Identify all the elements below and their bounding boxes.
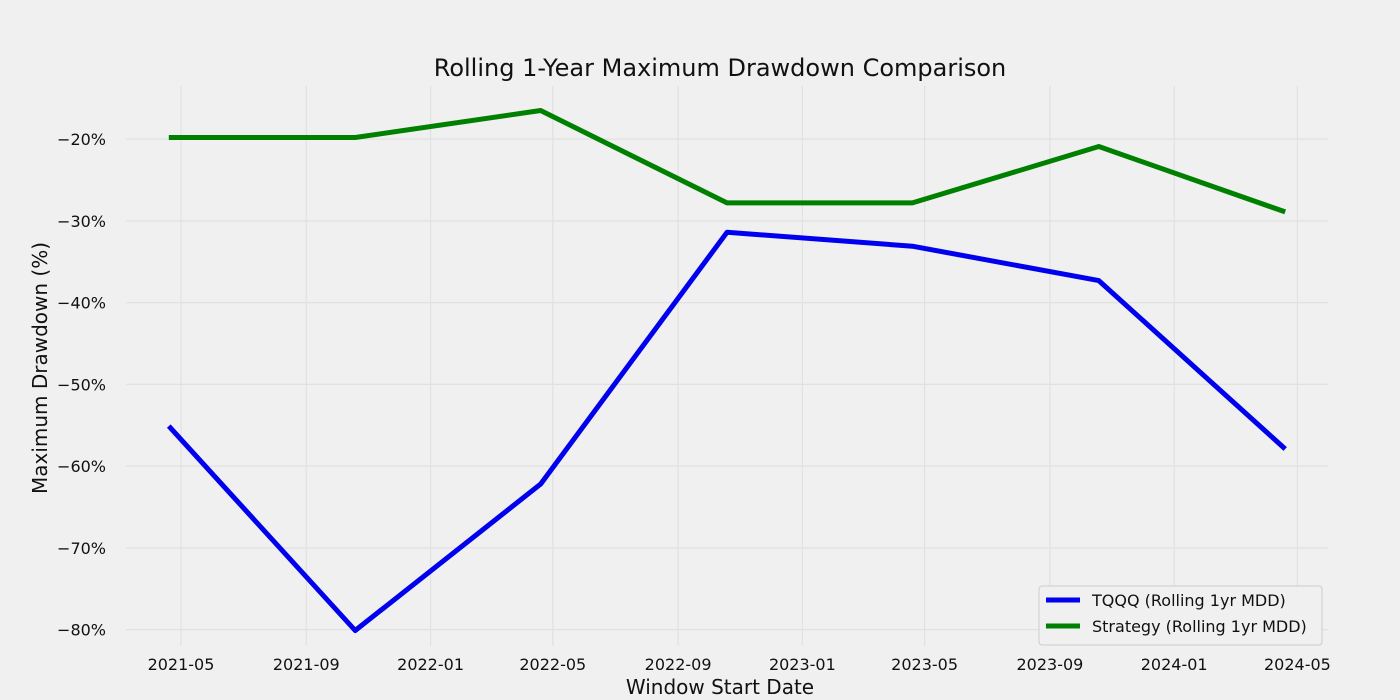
chart-title: Rolling 1-Year Maximum Drawdown Comparis… bbox=[434, 54, 1007, 82]
x-tick-label: 2022-01 bbox=[397, 655, 464, 674]
legend-box bbox=[1038, 585, 1323, 646]
x-tick-label: 2024-05 bbox=[1264, 655, 1331, 674]
y-tick-labels: −20% −30% −40% −50% −60% −70% −80% bbox=[57, 130, 106, 640]
y-tick-label: −20% bbox=[57, 130, 106, 149]
legend: TQQQ (Rolling 1yr MDD) Strategy (Rolling… bbox=[1038, 585, 1323, 646]
series-line-1 bbox=[168, 108, 1287, 215]
legend-label-tqqq: TQQQ (Rolling 1yr MDD) bbox=[1091, 591, 1286, 610]
y-tick-label: −50% bbox=[57, 375, 106, 394]
x-tick-label: 2023-05 bbox=[891, 655, 958, 674]
x-tick-label: 2024-01 bbox=[1141, 655, 1208, 674]
x-tick-label: 2023-09 bbox=[1016, 655, 1083, 674]
grid-lines bbox=[126, 86, 1328, 646]
y-tick-label: −70% bbox=[57, 539, 106, 558]
x-axis-label: Window Start Date bbox=[626, 675, 814, 699]
x-tick-labels: 2021-05 2021-09 2022-01 2022-05 2022-09 2023-… bbox=[148, 655, 1331, 674]
x-tick-label: 2022-09 bbox=[645, 655, 712, 674]
y-tick-label: −60% bbox=[57, 457, 106, 476]
y-axis-label: Maximum Drawdown (%) bbox=[28, 242, 52, 494]
series-line-0 bbox=[166, 229, 1287, 633]
x-tick-label: 2021-05 bbox=[148, 655, 215, 674]
x-tick-label: 2022-05 bbox=[519, 655, 586, 674]
legend-label-strategy: Strategy (Rolling 1yr MDD) bbox=[1092, 617, 1307, 636]
x-tick-label: 2021-09 bbox=[273, 655, 340, 674]
y-tick-label: −80% bbox=[57, 621, 106, 640]
y-tick-label: −30% bbox=[57, 212, 106, 231]
series-lines bbox=[166, 108, 1287, 633]
y-tick-label: −40% bbox=[57, 294, 106, 313]
x-tick-label: 2023-01 bbox=[769, 655, 836, 674]
